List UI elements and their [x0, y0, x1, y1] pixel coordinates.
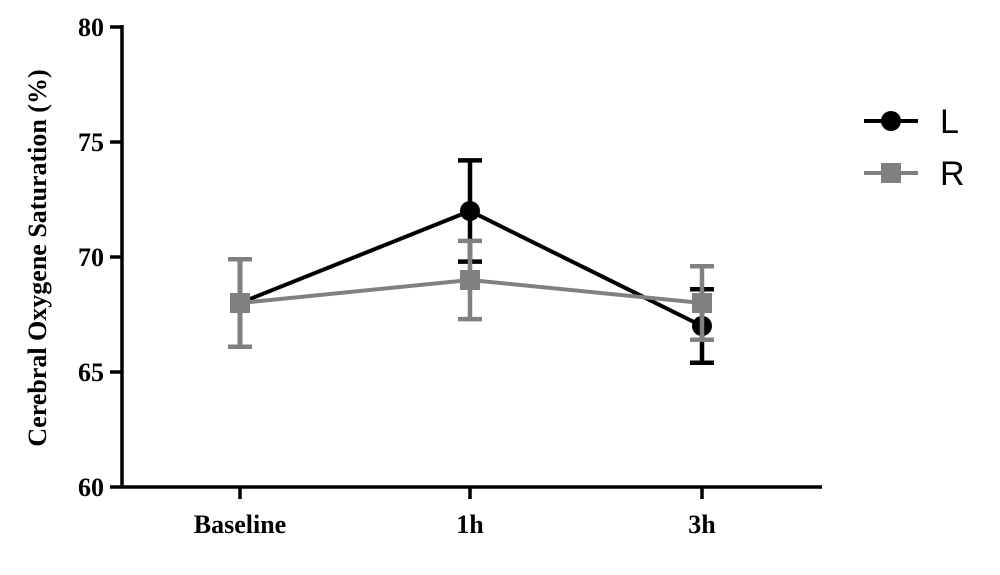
y-axis-label: Cerebral Oxygene Saturation (%) — [23, 69, 52, 446]
data-point — [692, 293, 712, 313]
y-tick-label: 65 — [78, 358, 104, 387]
x-tick-label: Baseline — [194, 510, 286, 539]
series-r — [228, 238, 714, 349]
y-tick-label: 80 — [78, 13, 104, 42]
legend-label: R — [940, 155, 965, 193]
y-tick-label: 60 — [78, 473, 104, 502]
data-point — [460, 201, 480, 221]
legend-marker — [881, 111, 901, 131]
data-point — [230, 293, 250, 313]
y-tick-label: 75 — [78, 128, 104, 157]
y-tick-label: 70 — [78, 243, 104, 272]
x-tick-label: 1h — [456, 510, 484, 539]
data-point — [460, 270, 480, 290]
series-layer — [228, 158, 714, 366]
legend-item-r: R — [864, 155, 965, 193]
x-tick-label: 3h — [688, 510, 716, 539]
legend: LR — [864, 103, 965, 193]
axes: 60 65 70 75 80 Baseline 1h 3h — [78, 13, 822, 539]
legend-item-l: L — [864, 103, 959, 141]
legend-marker — [881, 163, 901, 183]
legend-label: L — [940, 103, 959, 141]
